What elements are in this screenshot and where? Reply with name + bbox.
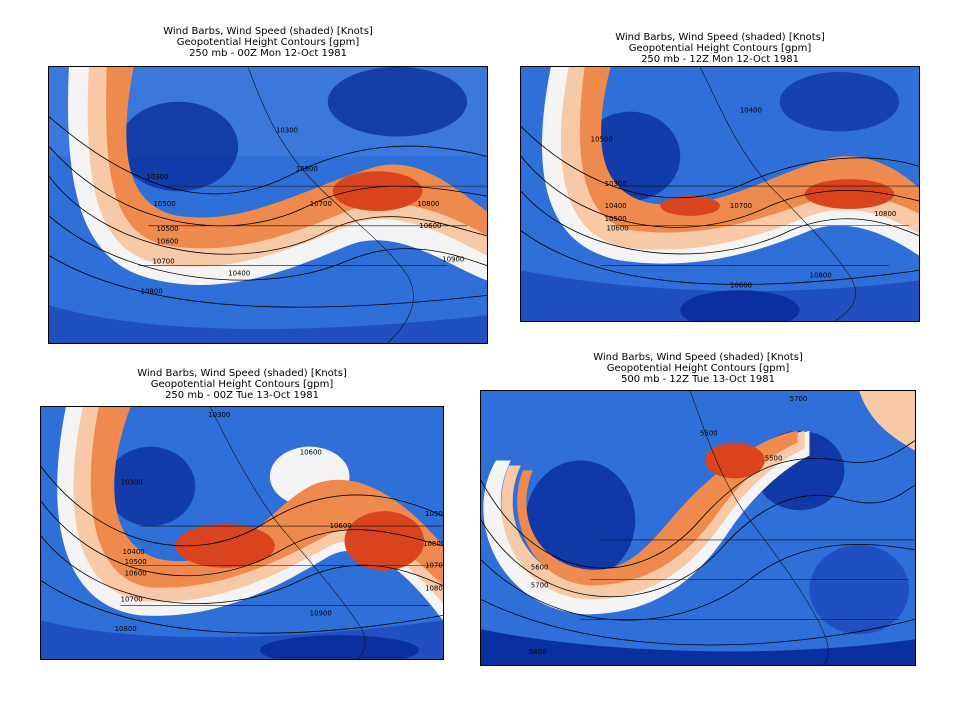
contour-label: 10700 — [310, 200, 332, 208]
panel-title-line3: 500 mb - 12Z Tue 13-Oct 1981 — [621, 374, 775, 385]
contour-label: 5600 — [531, 564, 549, 572]
contour-label: 10900 — [442, 256, 464, 264]
map-canvas: 10300 10600 10300 10400 10500 10600 1070… — [41, 407, 443, 659]
contour-label: 10800 — [423, 540, 443, 548]
contour-label: 10800 — [141, 287, 163, 295]
contour-label: 10800 — [810, 271, 832, 279]
contour-label: 10600 — [330, 522, 352, 530]
contour-label: 10400 — [123, 548, 145, 556]
contour-label: 10800 — [425, 585, 443, 593]
contour-label: 10800 — [296, 165, 318, 173]
contour-label: 5700 — [531, 582, 549, 590]
panel-title-line3: 250 mb - 12Z Mon 12-Oct 1981 — [641, 54, 799, 65]
contour-label: 10500 — [591, 135, 613, 143]
contour-label: 10800 — [417, 200, 439, 208]
contour-label: 10800 — [115, 625, 137, 633]
contour-label: 10300 — [425, 510, 443, 518]
contour-label: 10300 — [276, 127, 298, 135]
panel-title-block: Wind Barbs, Wind Speed (shaded) [Knots] … — [40, 368, 444, 401]
contour-label: 10400 — [740, 107, 762, 115]
contour-label: 10600 — [730, 281, 752, 289]
contour-label: 10700 — [425, 562, 443, 570]
wind-speed-map: 5700 5500 5600 5700 5800 5500 — [480, 390, 916, 666]
panel-title-line2: Geopotential Height Contours [gpm] — [606, 363, 790, 374]
contour-label: 10300 — [147, 173, 169, 181]
contour-label: 10500 — [605, 215, 627, 223]
panel-title-line2: Geopotential Height Contours [gpm] — [628, 43, 812, 54]
contour-label: 10600 — [125, 570, 147, 578]
contour-label: 5500 — [700, 430, 718, 438]
map-canvas: 5700 5500 5600 5700 5800 5500 — [481, 391, 915, 665]
contour-label: 10700 — [730, 202, 752, 210]
contour-label: 5800 — [529, 648, 547, 656]
panel-title-block: Wind Barbs, Wind Speed (shaded) [Knots] … — [480, 352, 916, 385]
contour-label: 5700 — [790, 395, 808, 403]
wind-speed-map: 10300 10600 10300 10400 10500 10600 1070… — [40, 406, 444, 660]
contour-label: 10500 — [157, 225, 179, 233]
panel-title-block: Wind Barbs, Wind Speed (shaded) [Knots] … — [48, 26, 488, 59]
map-canvas: 10500 10300 10400 10500 10600 10700 1080… — [521, 67, 919, 321]
map-panel-250mb-00z-tue: Wind Barbs, Wind Speed (shaded) [Knots] … — [40, 368, 444, 660]
contour-label: 10600 — [607, 225, 629, 233]
contour-label: 10700 — [153, 258, 175, 266]
wind-speed-map: 10500 10300 10400 10500 10600 10700 1080… — [520, 66, 920, 322]
contour-label: 10800 — [874, 210, 896, 218]
contour-label: 10600 — [300, 449, 322, 457]
panel-title-line1: Wind Barbs, Wind Speed (shaded) [Knots] — [593, 352, 803, 363]
panel-title-line1: Wind Barbs, Wind Speed (shaded) [Knots] — [163, 26, 373, 37]
contour-label: 10300 — [121, 478, 143, 486]
panel-title-line2: Geopotential Height Contours [gpm] — [150, 379, 334, 390]
panel-title-line2: Geopotential Height Contours [gpm] — [176, 37, 360, 48]
contour-label: 5500 — [765, 455, 783, 463]
contour-label: 10600 — [157, 238, 179, 246]
contour-label: 10300 — [605, 180, 627, 188]
map-panel-250mb-12z-mon: Wind Barbs, Wind Speed (shaded) [Knots] … — [520, 32, 920, 322]
panel-title-line1: Wind Barbs, Wind Speed (shaded) [Knots] — [137, 368, 347, 379]
map-panel-250mb-00z-mon: Wind Barbs, Wind Speed (shaded) [Knots] … — [48, 26, 488, 344]
wind-speed-map: 10500 10300 10500 10600 10700 10800 1070… — [48, 66, 488, 344]
panel-title-line3: 250 mb - 00Z Mon 12-Oct 1981 — [189, 48, 347, 59]
contour-label: 10400 — [605, 202, 627, 210]
contour-label: 10500 — [154, 200, 176, 208]
contour-label: 10900 — [310, 609, 332, 617]
panel-title-line3: 250 mb - 00Z Tue 13-Oct 1981 — [165, 390, 319, 401]
contour-label: 10600 — [419, 222, 441, 230]
map-panel-500mb-12z-tue: Wind Barbs, Wind Speed (shaded) [Knots] … — [480, 352, 916, 666]
contour-label: 10500 — [125, 558, 147, 566]
panel-title-line1: Wind Barbs, Wind Speed (shaded) [Knots] — [615, 32, 825, 43]
contour-label: 10700 — [121, 595, 143, 603]
map-canvas: 10500 10300 10500 10600 10700 10800 1070… — [49, 67, 487, 343]
contour-label: 10300 — [208, 411, 230, 419]
contour-label: 10400 — [228, 269, 250, 277]
panel-title-block: Wind Barbs, Wind Speed (shaded) [Knots] … — [520, 32, 920, 65]
